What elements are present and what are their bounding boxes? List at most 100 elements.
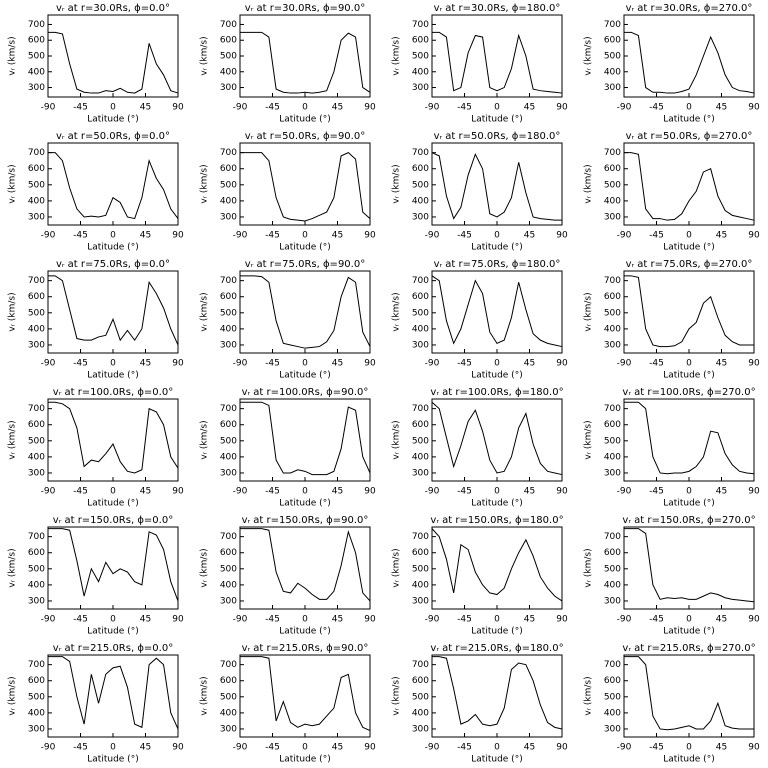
y-tick-label: 300 [604,340,621,350]
plot-frame [239,142,371,226]
y-tick-label: 600 [604,548,621,558]
x-tick-label: 45 [332,615,343,625]
y-axis-label: vᵣ (km/s) [200,420,210,459]
y-tick-label: 600 [28,420,45,430]
y-tick-label: 700 [28,276,45,286]
y-tick-label: 300 [28,83,45,93]
x-tick-label: -45 [265,487,280,497]
x-tick-label: 90 [172,743,184,753]
x-axis-label: Latitude (°) [279,115,330,125]
x-tick-label: -45 [265,743,280,753]
y-tick-label: 700 [604,660,621,670]
y-axis-label: vᵣ (km/s) [392,676,402,715]
y-tick-label: 400 [412,708,429,718]
x-axis-label: Latitude (°) [663,115,714,125]
x-tick-label: -90 [425,615,440,625]
x-tick-label: -45 [649,231,664,241]
y-tick-label: 700 [220,660,237,670]
x-tick-label: -90 [41,231,56,241]
x-tick-label: 90 [364,487,376,497]
x-tick-label: 45 [140,743,151,753]
x-tick-label: 0 [110,231,116,241]
x-tick-label: 45 [524,487,535,497]
x-tick-label: 45 [332,743,343,753]
plot-frame [431,654,563,738]
y-tick-label: 400 [412,196,429,206]
y-tick-label: 300 [220,468,237,478]
x-tick-label: -90 [233,615,248,625]
y-tick-label: 300 [604,83,621,93]
y-tick-label: 300 [604,212,621,222]
y-tick-label: 700 [28,532,45,542]
x-tick-label: -45 [457,103,472,113]
y-tick-label: 700 [412,660,429,670]
x-tick-label: 45 [332,103,343,113]
x-tick-label: -90 [233,103,248,113]
chart-title: vᵣ at r=50.0Rs, ϕ=180.0° [434,131,561,142]
y-tick-label: 600 [604,292,621,302]
x-axis-label: Latitude (°) [279,755,330,765]
y-tick-label: 500 [412,564,429,574]
x-tick-label: 45 [716,615,727,625]
y-axis-label: vᵣ (km/s) [200,36,210,75]
y-tick-label: 600 [412,36,429,46]
y-tick-label: 500 [220,436,237,446]
x-tick-label: 90 [556,359,568,369]
x-axis-label: Latitude (°) [471,243,522,253]
y-tick-label: 400 [604,67,621,77]
x-tick-label: -90 [425,231,440,241]
y-tick-label: 300 [412,212,429,222]
x-tick-label: -45 [73,743,88,753]
plot-frame [47,398,179,482]
data-line [48,152,179,220]
y-tick-label: 300 [412,340,429,350]
y-tick-label: 700 [28,660,45,670]
y-tick-label: 500 [28,180,45,190]
x-tick-label: 0 [110,615,116,625]
x-tick-label: 45 [140,359,151,369]
x-tick-label: -45 [457,743,472,753]
y-tick-label: 500 [28,564,45,574]
x-axis-label: Latitude (°) [471,115,522,125]
y-tick-label: 600 [28,548,45,558]
y-tick-label: 500 [220,564,237,574]
y-tick-label: 500 [220,308,237,318]
y-tick-label: 300 [28,212,45,222]
x-tick-label: 90 [748,615,760,625]
y-tick-label: 600 [604,164,621,174]
y-tick-label: 400 [28,452,45,462]
y-tick-label: 500 [220,52,237,62]
data-line [48,528,179,602]
y-tick-label: 400 [604,196,621,206]
y-axis-label: vᵣ (km/s) [200,676,210,715]
y-tick-label: 500 [604,180,621,190]
x-tick-label: -45 [649,359,664,369]
x-axis-label: Latitude (°) [663,371,714,381]
chart-title: vᵣ at r=75.0Rs, ϕ=0.0° [56,259,170,270]
plot-frame [623,526,755,610]
y-tick-label: 700 [604,404,621,414]
x-tick-label: 90 [364,359,376,369]
y-tick-label: 400 [412,580,429,590]
x-tick-label: 0 [494,743,500,753]
y-tick-label: 600 [604,420,621,430]
plot-frame [239,654,371,738]
y-tick-label: 700 [412,276,429,286]
x-tick-label: 90 [172,359,184,369]
y-tick-label: 700 [412,20,429,30]
y-tick-label: 700 [604,532,621,542]
x-tick-label: 45 [716,359,727,369]
plot-frame [431,526,563,610]
y-tick-label: 300 [220,83,237,93]
data-line [431,401,563,476]
x-tick-label: 0 [686,487,692,497]
data-line [48,31,179,94]
y-tick-label: 300 [28,468,45,478]
data-line [624,31,755,94]
x-axis-label: Latitude (°) [471,371,522,381]
x-tick-label: 90 [364,231,376,241]
y-tick-label: 700 [220,276,237,286]
x-tick-label: 0 [110,743,116,753]
x-tick-label: 45 [524,231,535,241]
chart-title: vᵣ at r=100.0Rs, ϕ=0.0° [53,387,173,398]
